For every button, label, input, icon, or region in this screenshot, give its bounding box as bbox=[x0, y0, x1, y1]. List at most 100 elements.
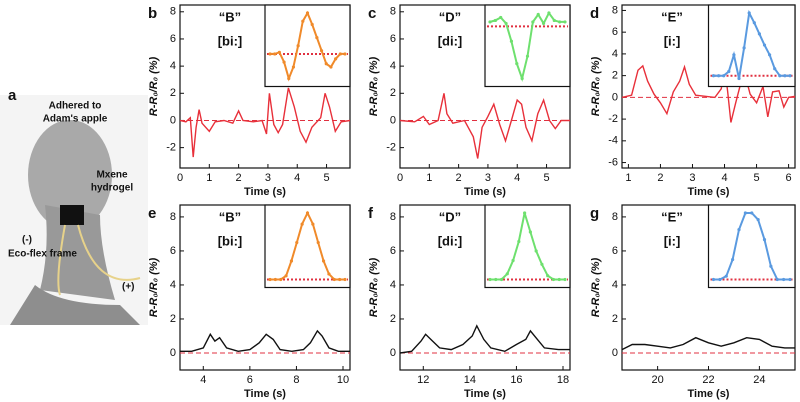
inset-point bbox=[316, 240, 320, 245]
photo-text: hydrogel bbox=[91, 183, 133, 194]
y-tick-label: 4 bbox=[390, 60, 396, 72]
x-tick-label: 14 bbox=[464, 374, 476, 386]
y-tick-label: 4 bbox=[612, 279, 618, 291]
inset-point bbox=[540, 262, 544, 266]
inset-point bbox=[493, 18, 497, 23]
x-tick-label: 3 bbox=[485, 172, 491, 184]
y-tick-label: 2 bbox=[390, 313, 396, 325]
head bbox=[28, 120, 112, 230]
y-tick-label: 2 bbox=[390, 87, 396, 99]
inset-point bbox=[315, 35, 319, 40]
inset-point bbox=[783, 74, 787, 78]
inset-point bbox=[505, 272, 509, 276]
inset-point bbox=[563, 20, 567, 24]
inset-point bbox=[488, 277, 492, 282]
x-axis-label: Time (s) bbox=[688, 388, 730, 400]
x-tick-label: 4 bbox=[721, 172, 727, 184]
inset-point bbox=[343, 52, 347, 56]
inset-point bbox=[523, 211, 527, 215]
x-tick-label: 5 bbox=[323, 172, 329, 184]
inset-point bbox=[332, 277, 336, 282]
panel: 0 2 4 6 8 4 6 8 10 Time (s) R-R₀/R₀ (%) e “B” [bi:] bbox=[148, 204, 351, 400]
y-tick-label: 8 bbox=[170, 6, 176, 18]
y-tick-label: 6 bbox=[390, 245, 396, 257]
x-tick-label: 24 bbox=[753, 374, 765, 386]
inset-point bbox=[762, 238, 767, 242]
y-axis-label: R-R₀/R₀ (%) bbox=[368, 56, 380, 116]
inset-point bbox=[722, 74, 726, 78]
y-axis-label: R-R₀/R₀ (%) bbox=[590, 56, 602, 116]
inset-point bbox=[563, 277, 567, 282]
inset-point bbox=[762, 43, 767, 47]
inset-point bbox=[282, 60, 286, 64]
inset-point bbox=[319, 49, 324, 53]
inset-point bbox=[321, 259, 326, 263]
inset-point bbox=[310, 22, 314, 27]
x-tick-label: 8 bbox=[293, 374, 299, 386]
y-tick-label: -2 bbox=[166, 142, 176, 154]
annotation: “D” bbox=[439, 9, 461, 24]
y-tick-label: 8 bbox=[390, 211, 396, 223]
y-tick-label: 4 bbox=[390, 279, 396, 291]
panel-label: g bbox=[590, 205, 599, 222]
y-axis-label: R-R₀/R₀ (%) bbox=[148, 257, 160, 317]
inset-frame bbox=[484, 204, 571, 289]
inset-point bbox=[515, 62, 519, 66]
signal-line bbox=[179, 87, 351, 158]
annotation: [i:] bbox=[664, 33, 681, 48]
inset-point bbox=[717, 74, 721, 78]
inset-point bbox=[547, 11, 551, 15]
inset-point bbox=[300, 222, 304, 226]
inset-point bbox=[525, 54, 530, 58]
panel-label: c bbox=[368, 5, 376, 22]
y-tick-label: 4 bbox=[170, 279, 176, 291]
inset-point bbox=[711, 277, 716, 282]
inset-point bbox=[788, 277, 792, 282]
panel: -2 0 2 4 6 8 0 1 2 3 4 5 Time (s) R-R₀/R₀ (%) b “B” [bi:… bbox=[148, 4, 351, 198]
annotation: “B” bbox=[219, 9, 241, 24]
y-tick-label: 6 bbox=[170, 33, 176, 45]
x-tick-label: 18 bbox=[557, 374, 569, 386]
annotation: “D” bbox=[439, 209, 461, 224]
photo-text: Mxene bbox=[96, 170, 128, 181]
annotation: “B” bbox=[219, 209, 241, 224]
y-tick-label: 0 bbox=[390, 347, 396, 359]
y-tick-label: 6 bbox=[390, 33, 396, 45]
x-tick-label: 1 bbox=[426, 172, 432, 184]
x-tick-label: 16 bbox=[510, 374, 522, 386]
panel: 0 2 4 6 8 12 14 16 18 Time (s) R-R₀/R₀ (%) f “D” [di:… bbox=[368, 204, 571, 400]
panel-label: b bbox=[148, 5, 157, 22]
y-tick-label: -2 bbox=[386, 142, 396, 154]
inset-point bbox=[546, 274, 550, 278]
y-axis-label: R-R₀/R₀ (%) bbox=[590, 257, 602, 317]
y-tick-label: -4 bbox=[608, 135, 618, 147]
y-axis-label: R-R₀/R₀ (%) bbox=[368, 257, 380, 317]
x-tick-label: 1 bbox=[206, 172, 212, 184]
photo-text: Eco-flex frame bbox=[8, 249, 77, 260]
x-tick-label: 10 bbox=[337, 374, 349, 386]
photo: a Adhered to Adam's apple Mxene hydrogel… bbox=[0, 87, 148, 325]
y-tick-label: 0 bbox=[390, 114, 396, 126]
photo-text: (-) bbox=[22, 235, 32, 246]
inset-point bbox=[747, 11, 751, 15]
x-tick-label: 0 bbox=[177, 172, 183, 184]
inset-point bbox=[499, 277, 504, 282]
y-tick-label: -2 bbox=[608, 113, 618, 125]
inset-point bbox=[273, 277, 277, 282]
x-tick-label: 3 bbox=[265, 172, 271, 184]
y-tick-label: 6 bbox=[170, 245, 176, 257]
annotation: [di:] bbox=[438, 233, 463, 248]
x-tick-label: 5 bbox=[543, 172, 549, 184]
inset-point bbox=[711, 74, 716, 78]
x-axis-label: Time (s) bbox=[244, 186, 286, 198]
inset-line bbox=[713, 9, 790, 79]
panel: -6 -4 -2 0 2 4 6 8 1 2 3 4 5 6 Time (s) R-R₀/R₀ (%) d “E”… bbox=[590, 4, 796, 198]
inset-point bbox=[327, 272, 331, 276]
inset-point bbox=[305, 211, 310, 215]
annotation: “E” bbox=[661, 9, 683, 24]
panel-label: f bbox=[368, 205, 374, 222]
annotation: [di:] bbox=[438, 33, 463, 48]
inset-point bbox=[494, 277, 498, 282]
panel-label: d bbox=[590, 5, 599, 22]
y-tick-label: 0 bbox=[170, 114, 176, 126]
